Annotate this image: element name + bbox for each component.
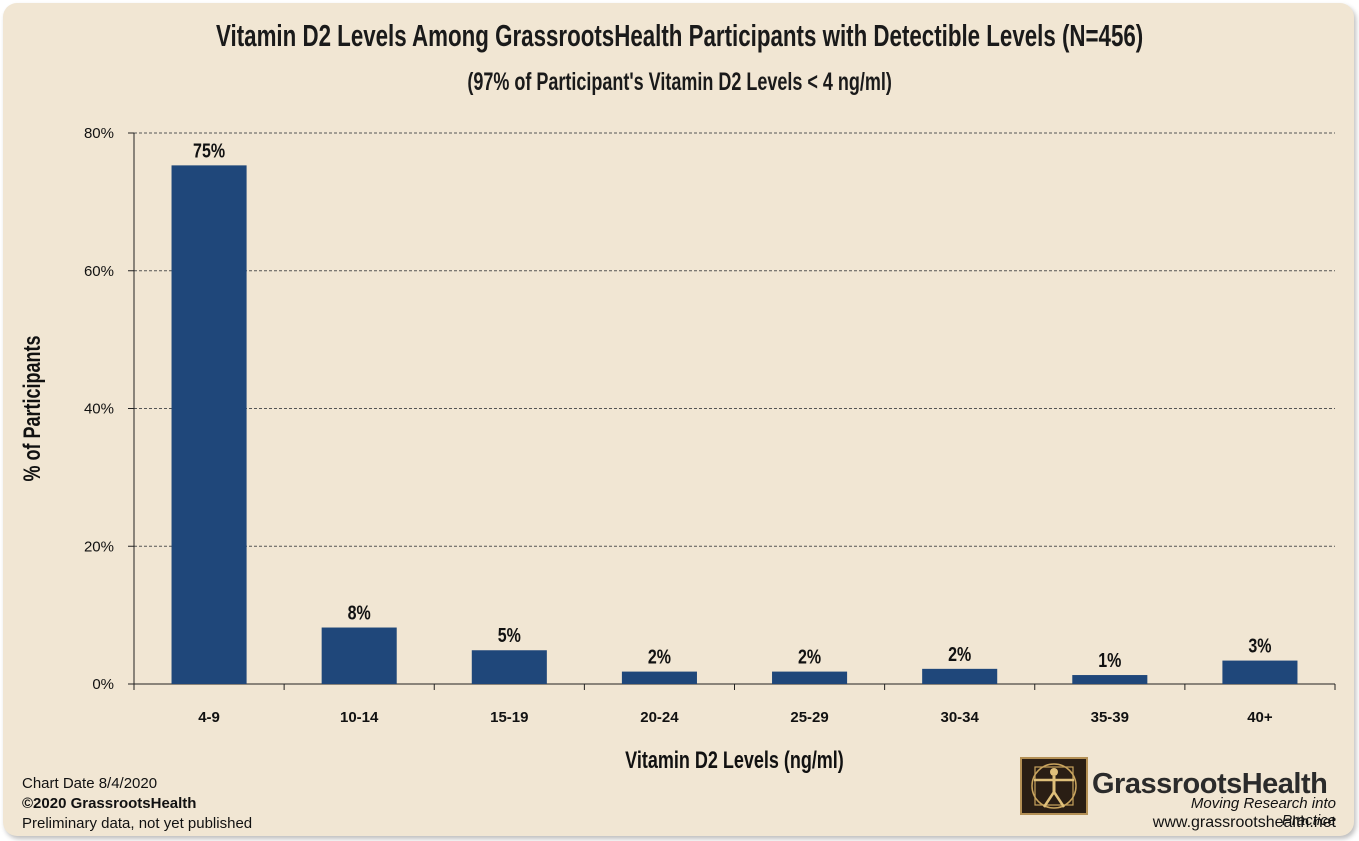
data-label: 5% [498,625,521,647]
x-tick-label: 40+ [1247,709,1273,726]
brand-url[interactable]: www.grassrootshealth.net [1152,814,1336,831]
bar [171,165,247,685]
data-label: 3% [1248,635,1271,657]
bar [321,627,397,684]
x-tick-label: 35-39 [1091,709,1129,726]
y-tick-label: 20% [84,538,114,555]
x-tick-label: 25-29 [790,709,828,726]
bar [1222,660,1298,684]
data-label: 2% [798,646,821,668]
data-label: 8% [348,602,371,624]
preliminary-note: Preliminary data, not yet published [22,815,253,832]
y-tick-label: 80% [84,125,114,142]
bar [621,671,697,684]
y-tick-label: 60% [84,263,114,280]
copyright-text: ©2020 GrassrootsHealth [22,795,197,812]
x-tick-label: 10-14 [340,709,379,726]
brand-tagline: Moving Research into Practice [1190,795,1336,829]
x-axis-title: Vitamin D2 Levels (ng/ml) [625,748,844,774]
data-label: 2% [648,646,671,668]
bar [471,650,547,684]
chart-date: Chart Date 8/4/2020 [22,775,158,792]
x-tick-label: 30-34 [941,709,980,726]
y-tick-label: 0% [92,676,114,693]
x-tick-label: 20-24 [640,709,679,726]
brand-name: GrassrootsHealth [1092,768,1328,800]
vitruvian-man-icon [1020,757,1088,815]
data-label: 2% [948,643,971,665]
bar [922,668,998,684]
data-label: 75% [193,140,225,162]
y-tick-label: 40% [84,401,114,418]
bar [1072,675,1148,684]
x-tick-label: 15-19 [490,709,528,726]
bar [772,671,848,684]
data-label: 1% [1098,649,1121,671]
chart-title: Vitamin D2 Levels Among GrassrootsHealth… [216,18,1144,53]
x-tick-label: 4-9 [198,709,220,726]
chart-subtitle: (97% of Participant's Vitamin D2 Levels … [467,68,892,96]
y-axis-title: % of Participants [20,336,46,482]
